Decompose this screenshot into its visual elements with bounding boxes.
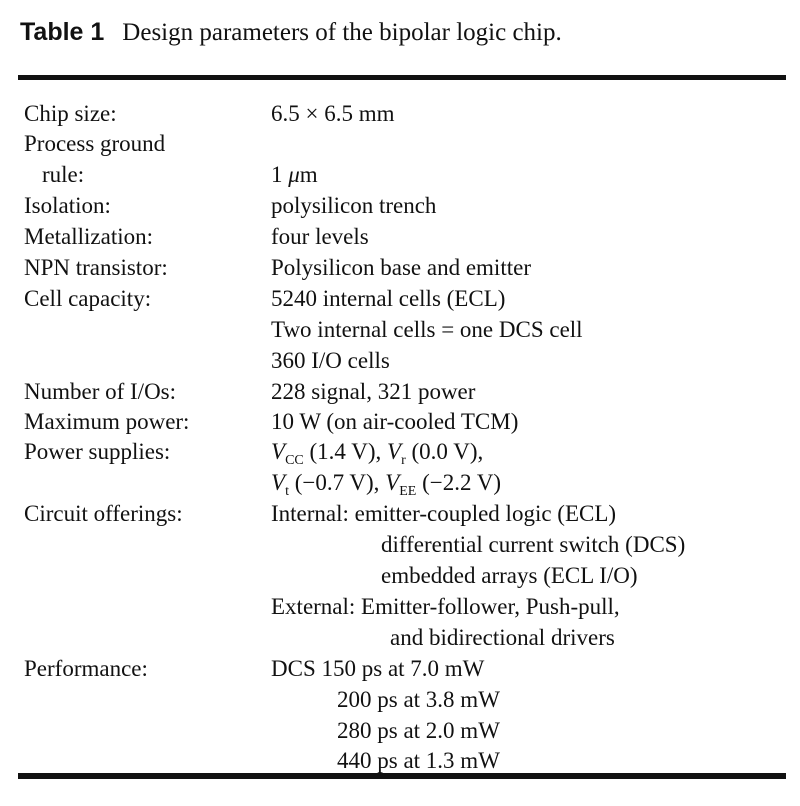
row-value-circuits-internal-3: embedded arrays (ECL I/O): [381, 563, 638, 588]
row-value-metallization: four levels: [271, 224, 369, 249]
row-value-cell-capacity-2: Two internal cells = one DCS cell: [271, 317, 583, 342]
row-value-power-supplies-2: Vt (−0.7 V), VEE (−2.2 V): [271, 470, 502, 499]
row-label-power-supplies: Power supplies:: [24, 439, 171, 464]
row-label-max-power: Maximum power:: [24, 409, 190, 434]
bottom-rule: [18, 773, 786, 779]
row-value-cell-capacity-1: 5240 internal cells (ECL): [271, 286, 506, 311]
row-value-cell-capacity-3: 360 I/O cells: [271, 348, 390, 373]
row-label-ground-rule-2: rule:: [42, 162, 85, 187]
row-value-npn: Polysilicon base and emitter: [271, 255, 531, 280]
row-value-isolation: polysilicon trench: [271, 193, 437, 218]
row-label-cell-capacity: Cell capacity:: [24, 286, 152, 311]
row-label-ground-rule-1: Process ground: [24, 131, 166, 156]
row-value-ground-rule: 1 μm: [271, 162, 318, 187]
table-title: Design parameters of the bipolar logic c…: [122, 19, 562, 46]
row-value-max-power: 10 W (on air-cooled TCM): [271, 409, 519, 434]
row-value-circuits-external: External: Emitter-follower, Push-pull,: [271, 594, 620, 619]
row-label-performance: Performance:: [24, 656, 148, 681]
row-value-circuits-internal-2: differential current switch (DCS): [381, 532, 686, 557]
row-label-metallization: Metallization:: [24, 224, 154, 249]
row-label-ios: Number of I/Os:: [24, 379, 177, 404]
table-number: Table 1: [20, 18, 105, 46]
row-value-circuits-external-2: and bidirectional drivers: [390, 625, 615, 650]
top-rule: [18, 75, 786, 80]
row-value-performance-2: 200 ps at 3.8 mW: [337, 687, 500, 712]
row-value-power-supplies-1: VCC (1.4 V), Vr (0.0 V),: [271, 439, 484, 468]
row-label-npn: NPN transistor:: [24, 255, 168, 280]
row-value-performance-4: 440 ps at 1.3 mW: [337, 748, 500, 773]
row-value-performance-3: 280 ps at 2.0 mW: [337, 718, 500, 743]
row-label-isolation: Isolation:: [24, 193, 111, 218]
row-label-chip-size: Chip size:: [24, 101, 117, 126]
row-value-circuits-internal: Internal: emitter-coupled logic (ECL): [271, 501, 617, 526]
row-value-chip-size: 6.5 × 6.5 mm: [271, 101, 395, 126]
table-caption: Table 1 Design parameters of the bipolar …: [20, 18, 562, 47]
row-value-performance-1: DCS 150 ps at 7.0 mW: [271, 656, 485, 681]
row-label-circuits: Circuit offerings:: [24, 501, 183, 526]
row-value-ios: 228 signal, 321 power: [271, 379, 476, 404]
